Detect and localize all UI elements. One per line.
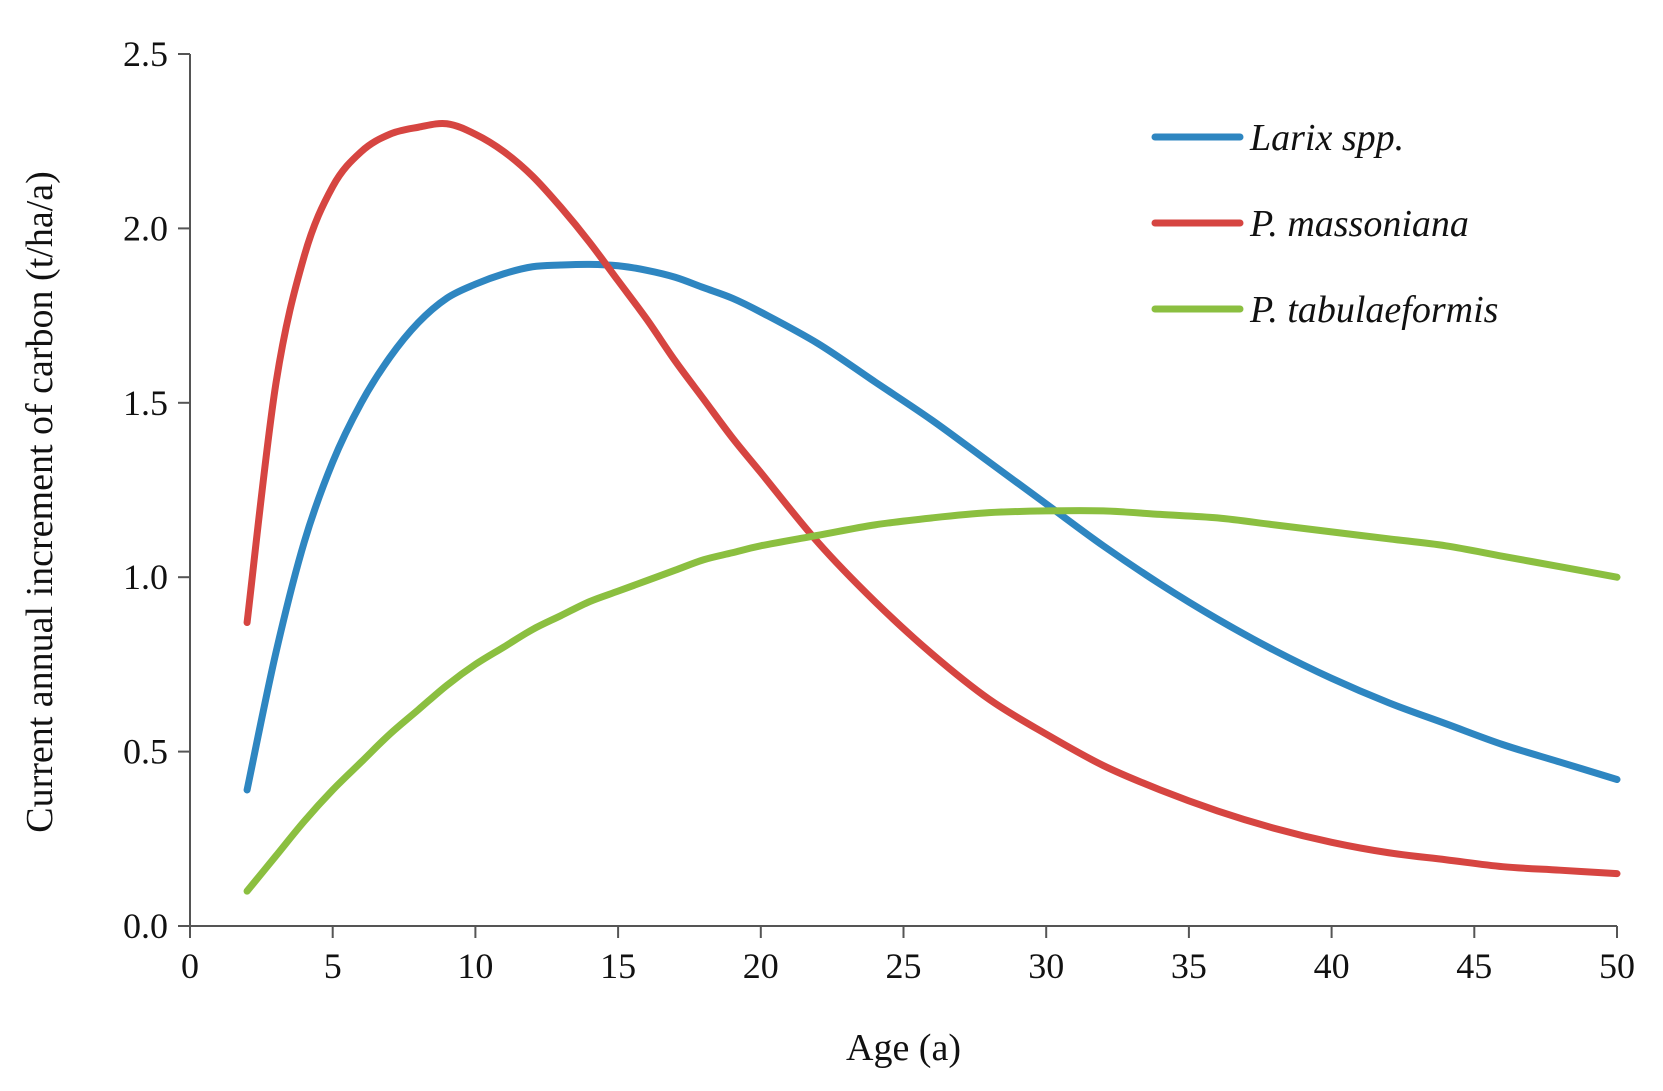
series-line-p-massoniana — [243, 120, 1621, 878]
x-axis: 0 5 10 15 20 25 30 35 40 45 50 — [181, 925, 1635, 986]
legend-label-p-tabulaeformis: P. tabulaeformis — [1249, 289, 1498, 331]
x-tick-label: 15 — [600, 946, 636, 986]
y-tick-label: 1.0 — [123, 557, 168, 597]
x-tick-label: 25 — [886, 946, 922, 986]
x-tick-label: 10 — [457, 946, 493, 986]
y-tick-label: 2.0 — [123, 208, 168, 248]
x-axis-title: Age (a) — [846, 1027, 961, 1069]
y-tick-label: 0.5 — [123, 732, 168, 772]
y-axis-title: Current annual increment of carbon (t/ha… — [19, 171, 61, 833]
x-tick-label: 0 — [181, 946, 199, 986]
y-axis: 0.0 0.5 1.0 1.5 2.0 2.5 — [123, 34, 191, 946]
y-tick-label: 0.0 — [123, 906, 168, 946]
x-tick-label: 5 — [324, 946, 342, 986]
x-tick-label: 35 — [1171, 946, 1207, 986]
legend-label-p-massoniana: P. massoniana — [1249, 203, 1469, 245]
x-tick-label: 20 — [743, 946, 779, 986]
y-tick-label: 2.5 — [123, 34, 168, 74]
legend: Larix spp. P. massoniana P. tabulaeformis — [1151, 117, 1498, 331]
legend-label-larix-spp: Larix spp. — [1249, 117, 1404, 159]
y-tick-label: 1.5 — [123, 383, 168, 423]
series-line-p-tabulaeformis — [243, 507, 1621, 895]
series-line-larix-spp — [243, 260, 1621, 794]
series-layer — [243, 120, 1621, 895]
x-tick-label: 30 — [1028, 946, 1064, 986]
x-tick-label: 45 — [1456, 946, 1492, 986]
x-tick-label: 40 — [1314, 946, 1350, 986]
x-tick-label: 50 — [1599, 946, 1635, 986]
